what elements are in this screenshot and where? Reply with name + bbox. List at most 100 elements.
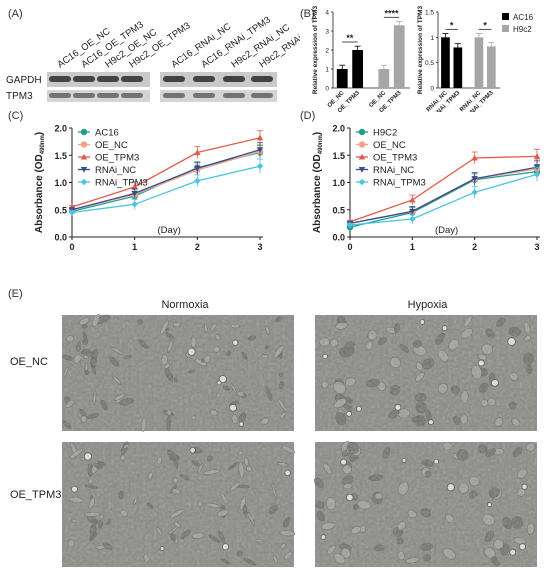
legend-label: OE_TPM3 — [373, 153, 417, 164]
cell — [491, 556, 500, 567]
cell — [336, 316, 346, 326]
cell — [481, 343, 494, 355]
cell — [90, 359, 96, 375]
cell — [278, 372, 284, 377]
cell — [314, 477, 325, 489]
cell — [352, 504, 360, 511]
data-point — [194, 149, 201, 156]
cell — [516, 488, 526, 497]
x-tick-label: 1 — [132, 242, 137, 252]
cell — [415, 392, 427, 402]
cell — [334, 378, 344, 387]
x-tick-label: 2 — [472, 242, 477, 252]
cell — [452, 453, 463, 460]
cell — [349, 452, 359, 462]
cell — [413, 339, 422, 348]
cell — [378, 337, 387, 346]
gapdh-band — [49, 76, 71, 82]
data-point — [80, 153, 88, 160]
cell — [203, 469, 220, 475]
legend-swatch-h9c2 — [502, 25, 509, 32]
bright-cell — [284, 469, 291, 477]
series-line — [349, 173, 538, 226]
cell — [376, 380, 386, 391]
cell — [413, 415, 426, 427]
cell — [526, 522, 535, 535]
cell — [197, 463, 204, 474]
cell — [96, 314, 111, 324]
col-title-hypoxia: Hypoxia — [407, 299, 448, 311]
data-point — [131, 201, 138, 208]
micrograph-texture — [62, 442, 294, 567]
cell — [399, 344, 409, 353]
data-point — [533, 171, 541, 178]
cell — [277, 349, 283, 359]
bar — [336, 69, 348, 88]
cell — [477, 444, 488, 454]
sig-marker: * — [483, 20, 487, 30]
cell — [485, 448, 497, 457]
micrograph-background — [315, 442, 537, 567]
bright-cell — [491, 379, 499, 387]
panel-label-b: (B) — [300, 8, 315, 20]
x-axis-label: (Day) — [158, 225, 181, 236]
bright-cell — [232, 339, 239, 346]
legend-label: RNAi_NC — [373, 165, 414, 176]
cell — [321, 381, 329, 389]
cell — [283, 551, 293, 560]
gapdh-band — [223, 76, 245, 82]
y-tick-label: 0.0 — [332, 233, 345, 243]
cell — [120, 441, 129, 456]
cell — [225, 351, 231, 356]
gapdh-band — [163, 76, 185, 82]
cell — [160, 319, 170, 335]
cell — [356, 499, 371, 510]
micrograph-background — [315, 315, 537, 431]
cell — [243, 457, 249, 466]
cell — [162, 410, 174, 417]
cell — [282, 516, 291, 528]
cell — [333, 552, 346, 565]
bright-cell — [229, 403, 237, 412]
cell — [340, 441, 352, 454]
cell — [411, 416, 424, 423]
cell — [333, 398, 347, 409]
data-point — [131, 183, 138, 190]
data-point — [358, 153, 366, 160]
data-point — [194, 165, 201, 172]
data-point — [68, 209, 76, 216]
y-axis-label: Relative expression of TPM3 — [417, 6, 424, 95]
cell — [90, 353, 97, 369]
cell — [163, 363, 170, 370]
data-point — [409, 196, 416, 203]
gapdh-band — [97, 76, 119, 82]
cell — [512, 447, 523, 457]
cell — [191, 415, 196, 421]
cell — [82, 331, 88, 342]
cell — [415, 401, 427, 414]
bright-cell — [509, 548, 517, 556]
cell — [165, 332, 174, 340]
cell — [460, 328, 473, 339]
cell — [382, 447, 391, 459]
cell — [280, 412, 286, 419]
cell — [320, 522, 336, 530]
cell — [90, 495, 94, 501]
bright-cell — [221, 543, 230, 551]
cell — [349, 443, 361, 456]
bright-cell — [218, 375, 227, 384]
cell — [478, 382, 489, 393]
micrograph — [62, 441, 296, 567]
cell — [268, 504, 278, 515]
line-chart-c: 0.0 0.5 1.0 1.5 2.0 0 1 2 3 (Day) Absorbance (OD49… — [34, 124, 264, 252]
x-tick-label: 2 — [195, 242, 200, 252]
cell — [97, 519, 103, 529]
cell — [494, 417, 504, 427]
cell — [350, 493, 359, 501]
y-tick-label: 1.5 — [425, 10, 434, 17]
data-point — [471, 154, 478, 161]
cell — [91, 348, 99, 360]
tpm3-band — [223, 93, 245, 98]
tpm3-band — [73, 93, 95, 98]
